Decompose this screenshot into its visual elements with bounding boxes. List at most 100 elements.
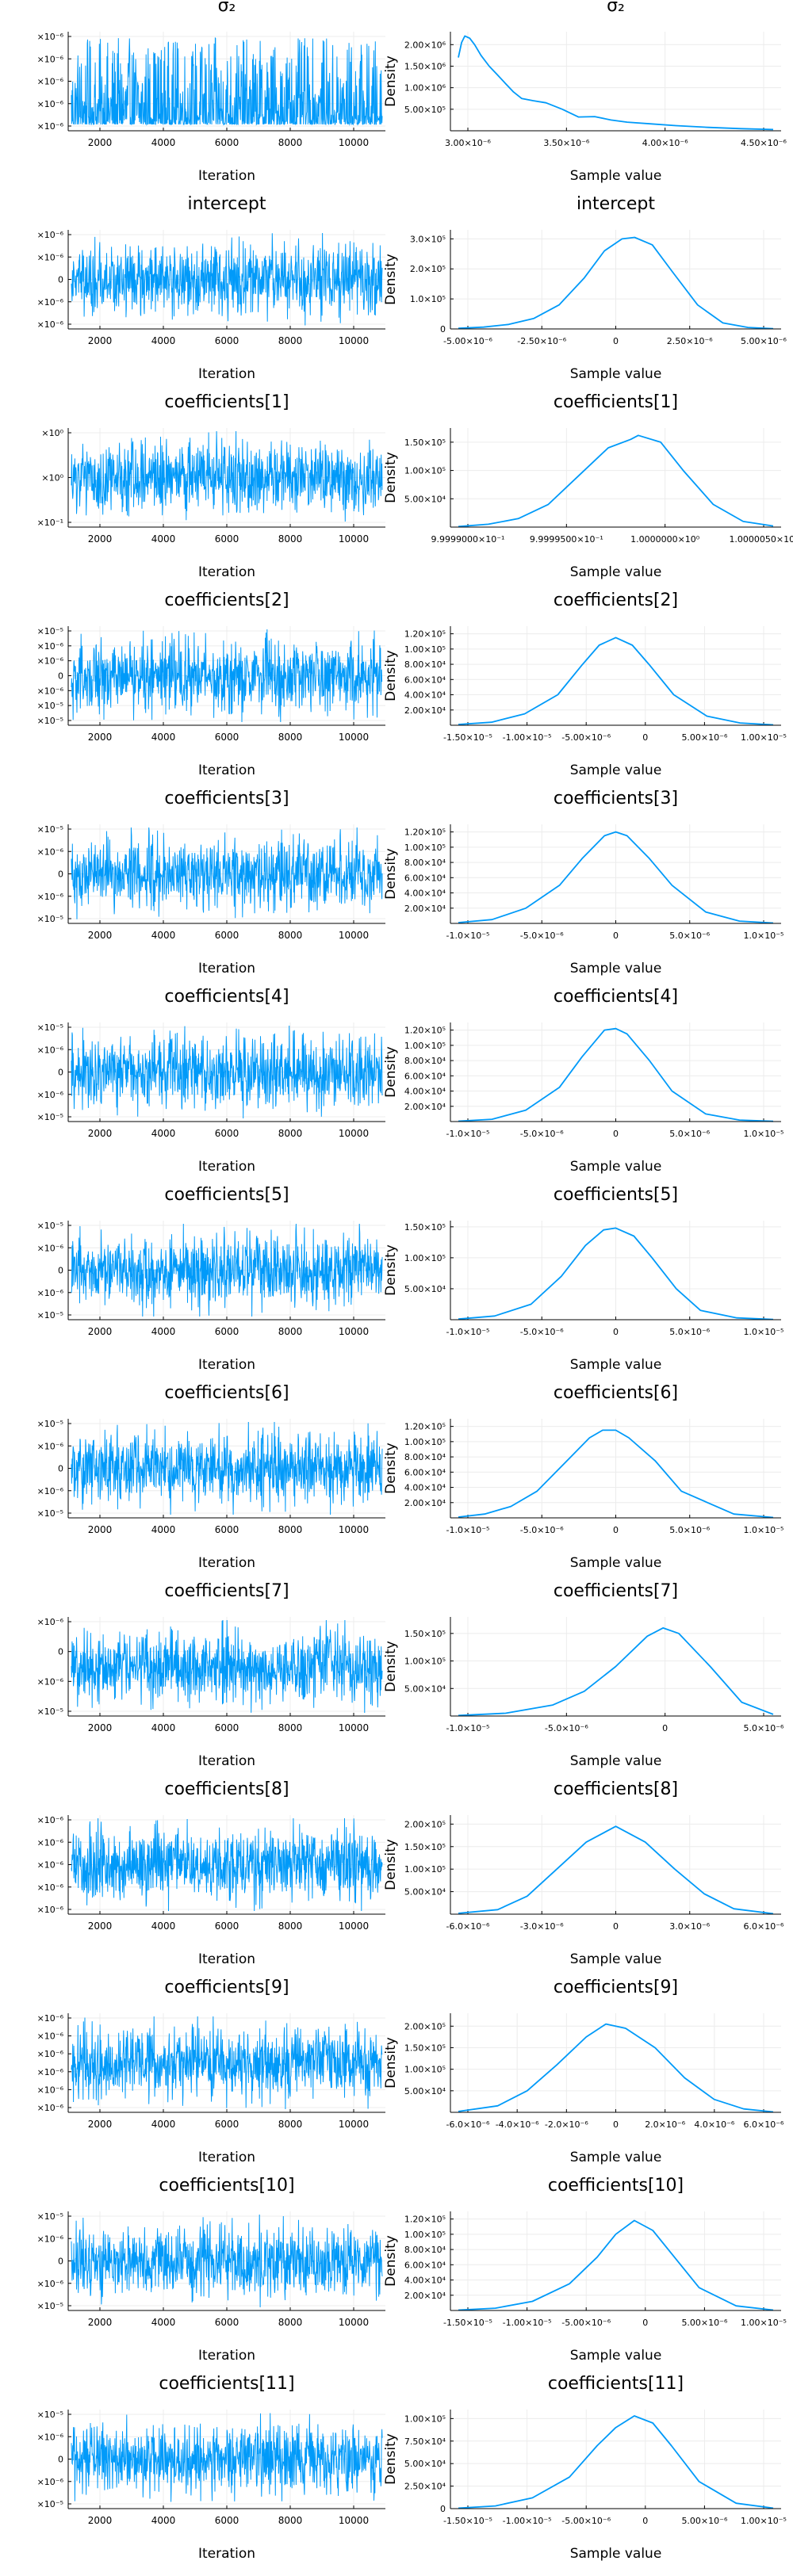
trace-xtick-label: 2000 (88, 2317, 113, 2328)
density-ytick-label: 5.00×10⁴ (404, 1684, 446, 1694)
trace-xtick-label: 10000 (339, 137, 369, 148)
density-plot: 5.00×10⁴ 1.00×10⁵ 1.50×10⁵ -1.0×10⁻⁵ -5.0×10… (383, 1617, 784, 1769)
density-xlabel: Sample value (570, 1951, 662, 1967)
trace-ytick-label: ×10⁻⁵ (37, 1508, 63, 1519)
density-xtick-label: -2.0×10⁻⁶ (545, 2119, 588, 2130)
trace-xtick-label: 4000 (151, 2317, 176, 2328)
trace-ytick-label: ×10⁻⁶ (37, 1905, 64, 1915)
trace-ytick-label: ×10⁻⁶ (37, 641, 64, 652)
trace-plot: 2000 4000 6000 8000 10000 ×10⁻⁵ ×10⁻⁶ 0 ×10⁻⁶ ×10… (37, 1419, 385, 1571)
trace-xtick-label: 10000 (339, 2317, 369, 2328)
trace-xtick-label: 10000 (339, 1524, 369, 1535)
density-xtick-label: 0 (613, 1129, 619, 1139)
density-ytick-label: 1.00×10⁵ (404, 1437, 446, 1447)
trace-ytick-label: ×10⁻⁵ (37, 1221, 63, 1231)
density-xtick-label: -5.00×10⁻⁶ (561, 2318, 611, 2328)
trace-plot: 2000 4000 6000 8000 10000 ×10⁻⁵ ×10⁻⁶ ×10⁻⁶ 0 ×10… (37, 626, 385, 778)
trace-ytick-label: ×10⁻⁶ (37, 1676, 64, 1687)
density-xtick-label: 5.0×10⁻⁶ (669, 1327, 711, 1337)
trace-xtick-label: 2000 (88, 2119, 113, 2130)
trace-plot: 2000 4000 6000 8000 10000 ×10⁻⁵ ×10⁻⁶ 0 ×10⁻⁶ ×10… (37, 2410, 385, 2562)
trace-xlabel: Iteration (198, 1951, 255, 1967)
trace-ytick-label: ×10⁻⁶ (37, 2432, 64, 2442)
trace-ytick-label: 0 (58, 1266, 63, 1276)
density-ytick-label: 4.00×10⁴ (404, 1087, 446, 1097)
density-xtick-label: 5.00×10⁻⁶ (681, 2318, 728, 2328)
density-ytick-label: 0 (440, 324, 446, 334)
density-xlabel: Sample value (570, 1555, 662, 1571)
trace-xtick-label: 6000 (215, 1128, 239, 1139)
density-ytick-label: 2.00×10⁵ (404, 2021, 446, 2031)
panel-row: coefficients[11] coefficients[11] 2000 4000… (37, 2374, 787, 2562)
density-ytick-label: 1.00×10⁵ (404, 843, 446, 853)
panel-row: coefficients[2] coefficients[2] 2000 4000 60… (37, 590, 787, 778)
density-plot: 5.00×10⁴ 1.00×10⁵ 1.50×10⁵ 2.00×10⁵ -6.0×10⁻… (383, 1815, 784, 1967)
trace-xtick-label: 6000 (215, 1722, 239, 1733)
density-ytick-label: 8.00×10⁴ (404, 659, 446, 670)
density-ytick-label: 3.0×10⁵ (410, 234, 446, 244)
trace-xtick-label: 2000 (88, 1921, 113, 1932)
trace-ytick-label: ×10⁻⁶ (37, 656, 64, 667)
density-xtick-label: -1.00×10⁻⁵ (503, 732, 552, 743)
density-xtick-label: 3.50×10⁻⁶ (543, 138, 590, 148)
trace-ytick-label: ×10⁻⁶ (37, 2049, 64, 2059)
trace-xlabel: Iteration (198, 1159, 255, 1175)
density-xtick-label: 3.0×10⁻⁶ (669, 1921, 711, 1932)
trace-ytick-label: ×10⁻⁵ (37, 1310, 63, 1320)
density-xtick-label: 9.9999000×10⁻¹ (431, 534, 505, 545)
density-ytick-label: 5.00×10⁴ (404, 494, 446, 504)
density-ytick-label: 1.50×10⁵ (404, 2043, 446, 2053)
trace-ytick-label: ×10⁻⁵ (37, 2301, 63, 2311)
trace-ytick-label: ×10⁻⁶ (37, 1815, 64, 1825)
density-xlabel: Sample value (570, 762, 662, 778)
density-ytick-label: 6.00×10⁴ (404, 675, 446, 685)
density-ylabel: Density (383, 1443, 399, 1494)
density-ytick-label: 8.00×10⁴ (404, 1056, 446, 1066)
trace-ytick-label: ×10⁻⁶ (37, 319, 64, 330)
trace-xtick-label: 10000 (339, 1128, 369, 1139)
density-ylabel: Density (383, 848, 399, 900)
trace-ytick-label: ×10⁻⁵ (37, 701, 63, 711)
trace-title: coefficients[8] (164, 1779, 289, 1799)
density-ytick-label: 1.20×10⁵ (404, 2215, 446, 2225)
density-xtick-label: 0 (613, 336, 619, 346)
density-ylabel: Density (383, 452, 399, 503)
trace-xlabel: Iteration (198, 1357, 255, 1373)
trace-ytick-label: ×10⁻⁶ (37, 2477, 64, 2487)
density-curve (458, 1429, 774, 1519)
density-ytick-label: 8.00×10⁴ (404, 2245, 446, 2255)
density-ytick-label: 2.00×10⁴ (404, 1498, 446, 1508)
trace-ytick-label: ×10⁻⁶ (37, 121, 64, 132)
density-ytick-label: 2.50×10⁴ (404, 2482, 446, 2492)
trace-xtick-label: 8000 (278, 335, 303, 346)
density-ytick-label: 1.50×10⁵ (404, 438, 446, 448)
density-curve (458, 831, 774, 924)
trace-title: coefficients[9] (164, 1978, 289, 1997)
density-xtick-label: 1.0×10⁻⁵ (744, 931, 784, 941)
trace-xtick-label: 8000 (278, 2515, 303, 2526)
density-curve (458, 236, 774, 330)
trace-ytick-label: ×10⁻⁶ (37, 1860, 64, 1871)
trace-xtick-label: 2000 (88, 533, 113, 545)
trace-xtick-label: 10000 (339, 533, 369, 545)
density-ytick-label: 7.50×10⁴ (404, 2436, 446, 2447)
trace-ytick-label: ×10⁻⁶ (37, 2031, 64, 2042)
density-xtick-label: -1.0×10⁻⁵ (446, 1129, 490, 1139)
density-ytick-label: 1.00×10⁵ (404, 644, 446, 655)
trace-xtick-label: 8000 (278, 732, 303, 743)
trace-xtick-label: 10000 (339, 732, 369, 743)
density-xtick-label: 1.0×10⁻⁵ (744, 1525, 784, 1535)
trace-ytick-label: 0 (58, 275, 63, 285)
trace-ytick-label: ×10⁻⁶ (37, 2085, 64, 2095)
density-ylabel: Density (383, 2037, 399, 2089)
trace-title: coefficients[6] (164, 1383, 289, 1403)
trace-xlabel: Iteration (198, 564, 255, 580)
trace-ytick-label: ×10⁻⁶ (37, 1441, 64, 1451)
density-xtick-label: 0 (613, 1327, 619, 1337)
density-title: coefficients[7] (554, 1581, 678, 1601)
trace-xtick-label: 2000 (88, 1128, 113, 1139)
trace-title: coefficients[1] (164, 392, 289, 412)
density-xtick-label: -6.0×10⁻⁶ (446, 2119, 490, 2130)
trace-ytick-label: ×10⁻⁶ (37, 2103, 64, 2113)
trace-xlabel: Iteration (198, 1555, 255, 1571)
